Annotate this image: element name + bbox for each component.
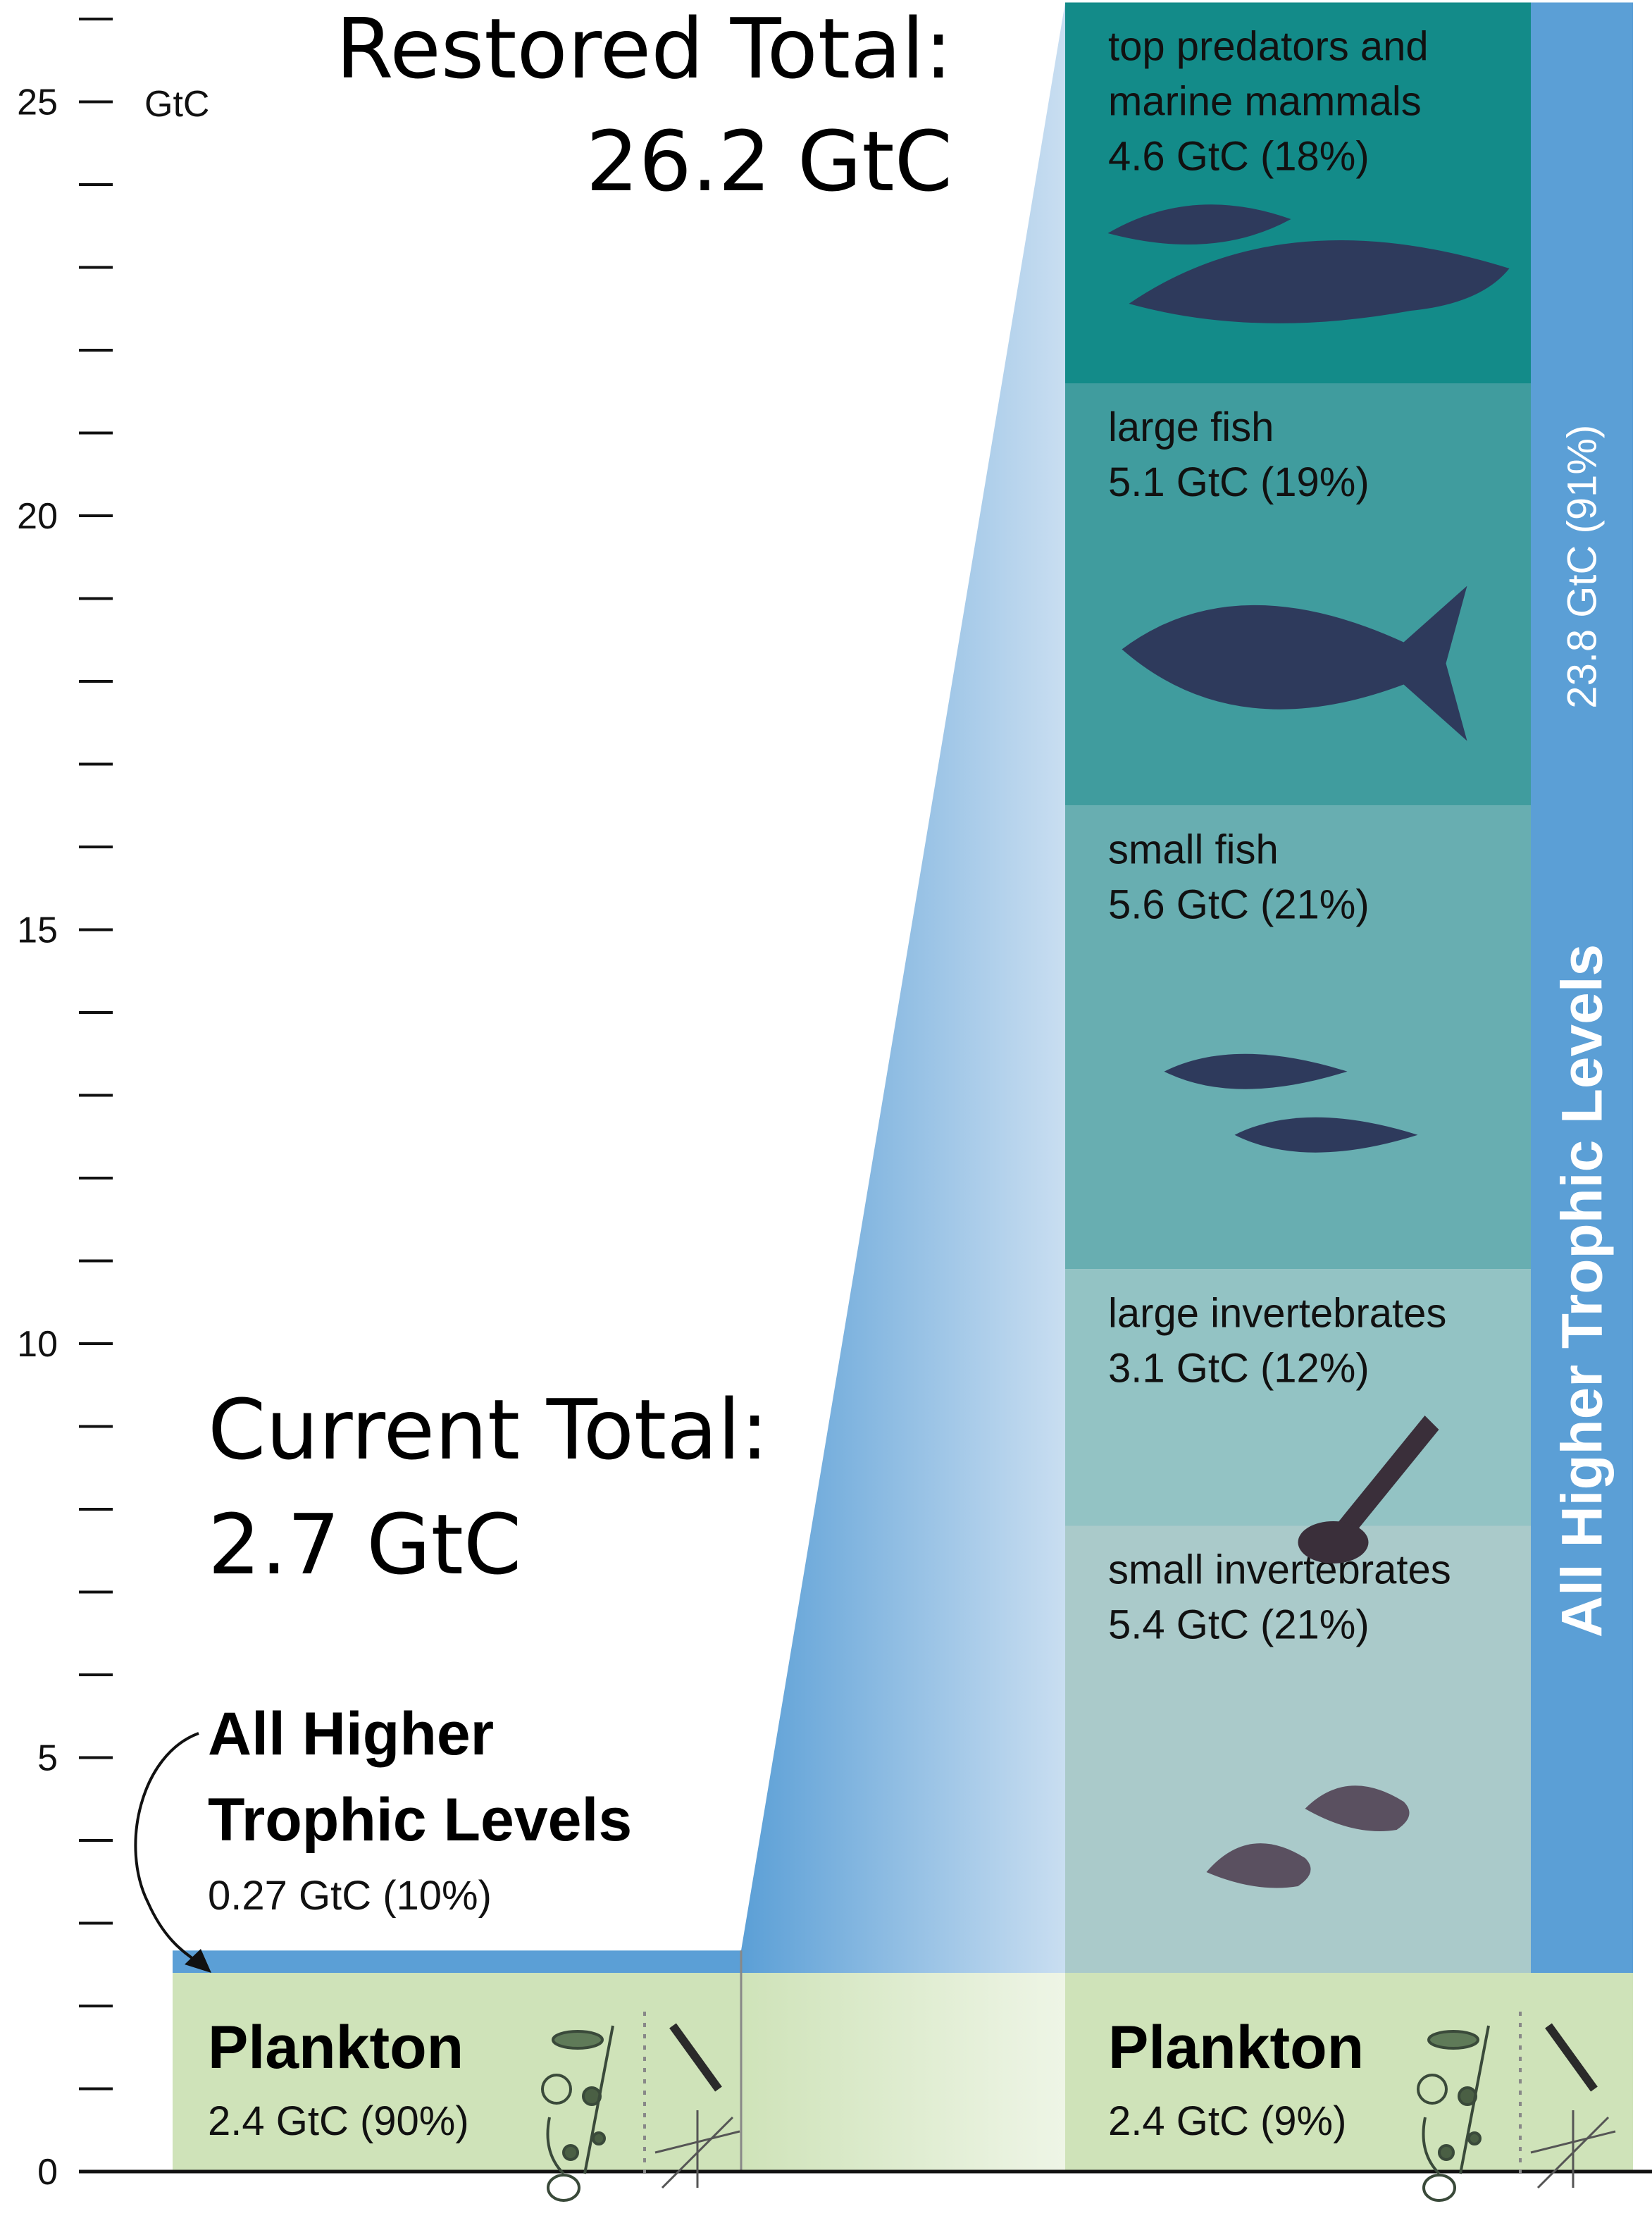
segment-bar-2	[1065, 805, 1531, 1270]
segment-label-3: large fish	[1108, 404, 1274, 450]
current-higher-label-line1: All Higher	[208, 1700, 494, 1768]
current-total-value: 2.7 GtC	[208, 1496, 521, 1593]
segment-bar-1	[1065, 1269, 1531, 1526]
shark-orca-icon	[1107, 204, 1510, 323]
segment-label-2: 5.6 GtC (21%)	[1108, 881, 1370, 927]
segment-label-2: small fish	[1108, 826, 1279, 872]
current-higher-label-line2: Trophic Levels	[208, 1786, 632, 1854]
segment-label-4: marine mammals	[1108, 79, 1422, 125]
annotation-arrowhead	[185, 1949, 211, 1973]
connector-higher	[741, 2, 1065, 1973]
restored-higher-total-bar	[1531, 2, 1633, 1973]
lobster-icon	[1298, 1415, 1439, 1563]
segment-label-0: 5.4 GtC (21%)	[1108, 1602, 1370, 1648]
restored-plankton-bar	[1065, 1973, 1633, 2172]
segment-bar-3	[1065, 383, 1531, 806]
y-tick-label: 15	[17, 910, 58, 951]
restored-higher-total-value: 23.8 GtC (91%)	[1560, 425, 1606, 709]
shrimp-icon	[1206, 1785, 1410, 1888]
unit-label: GtC	[144, 84, 209, 125]
annotation-arrow	[134, 1732, 205, 1967]
current-plankton-value: 2.4 GtC (90%)	[208, 2098, 469, 2144]
small-fish-icon	[1164, 1053, 1418, 1153]
current-higher-bar	[173, 1950, 741, 1973]
plankton-icon	[541, 2012, 740, 2202]
segment-label-0: small invertebrates	[1108, 1547, 1451, 1593]
y-tick-label: 10	[17, 1324, 58, 1365]
current-total-title: Current Total:	[208, 1381, 769, 1478]
connector-plankton	[741, 1973, 1065, 2172]
current-plankton-bar	[173, 1973, 741, 2172]
y-axis: 0 5 10 15 20 25	[17, 18, 113, 2193]
segment-label-3: 5.1 GtC (19%)	[1108, 459, 1370, 505]
restored-higher-total-label: All Higher Trophic Levels	[1551, 944, 1615, 1637]
y-tick-label: 20	[17, 496, 58, 537]
restored-plankton-label: Plankton	[1108, 2014, 1364, 2081]
y-tick-label: 0	[37, 2152, 58, 2193]
segment-label-4: 4.6 GtC (18%)	[1108, 134, 1370, 180]
restored-total-value: 26.2 GtC	[586, 113, 952, 210]
segment-label-1: 3.1 GtC (12%)	[1108, 1345, 1370, 1391]
tuna-icon	[1122, 586, 1467, 741]
segment-bar-0	[1065, 1525, 1531, 1973]
y-tick-label: 25	[17, 82, 58, 123]
y-tick-label: 5	[37, 1738, 58, 1779]
restored-segments: small invertebrates 5.4 GtC (21%) large in…	[1065, 2, 1531, 1973]
current-higher-value: 0.27 GtC (10%)	[208, 1873, 492, 1919]
segment-label-4: top predators and	[1108, 24, 1429, 70]
segment-label-1: large invertebrates	[1108, 1290, 1446, 1336]
current-plankton-label: Plankton	[208, 2014, 464, 2081]
plankton-icon	[1417, 2012, 1616, 2202]
restored-total-title: Restored Total:	[336, 0, 953, 97]
restored-plankton-value: 2.4 GtC (9%)	[1108, 2098, 1346, 2144]
